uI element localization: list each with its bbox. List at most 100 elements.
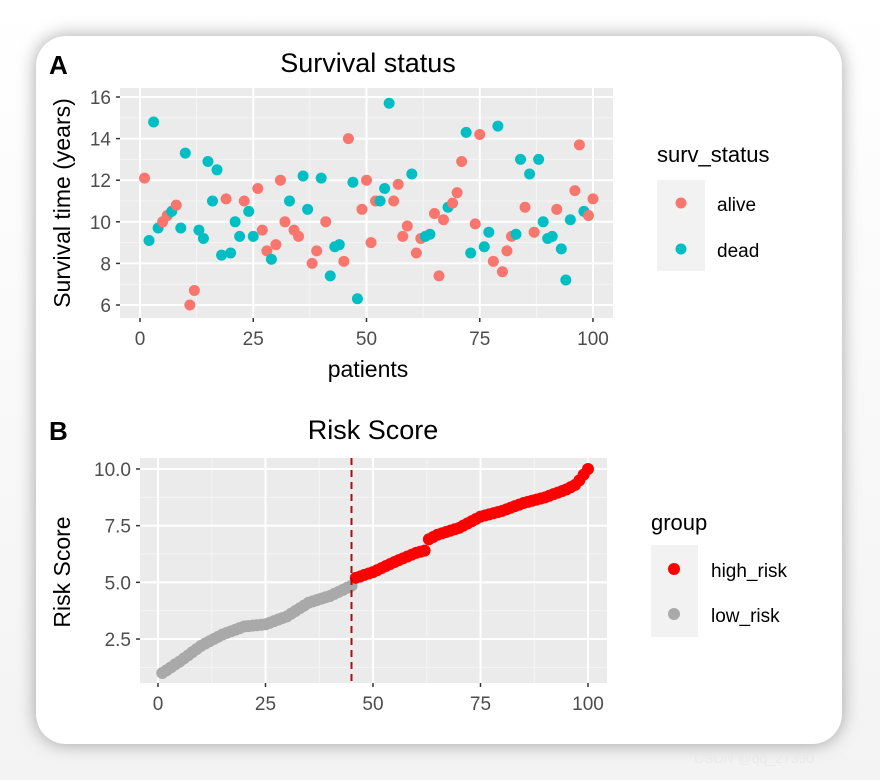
point-dead	[333, 239, 345, 251]
point-dead	[197, 232, 209, 244]
panel-a-xlabel: patients	[328, 356, 409, 382]
legend-key-alive	[675, 197, 687, 209]
point-high-risk	[418, 544, 431, 557]
point-high-risk	[582, 463, 594, 475]
point-alive	[342, 133, 354, 145]
panel-a-points	[139, 97, 599, 311]
point-dead	[225, 247, 237, 259]
point-alive	[388, 195, 400, 207]
point-dead	[465, 247, 477, 259]
point-alive	[401, 220, 413, 232]
legend-b-title: group	[651, 510, 707, 535]
point-dead	[564, 214, 576, 226]
point-alive	[188, 284, 200, 296]
x-tick-label: 100	[572, 694, 604, 715]
x-tick-label: 75	[469, 329, 490, 350]
point-dead	[297, 170, 309, 182]
point-dead	[193, 224, 205, 236]
panel-a-ticks: 0 25 50 75 100 6 8 10 12 14 16	[90, 88, 609, 350]
y-tick-label: 6	[100, 296, 111, 317]
y-tick-label: 14	[90, 130, 112, 151]
point-alive	[573, 139, 585, 151]
point-dead	[265, 253, 277, 265]
point-alive	[501, 245, 513, 257]
point-dead	[347, 176, 359, 188]
point-dead	[406, 168, 418, 180]
x-tick-label: 25	[243, 329, 264, 350]
point-alive	[311, 245, 323, 257]
point-alive	[252, 183, 264, 195]
watermark: CSDN @qq_27390	[694, 750, 815, 766]
panel-a-ylabel: Survival time (years)	[49, 98, 75, 308]
point-alive	[582, 210, 594, 222]
point-dead	[179, 147, 191, 159]
panel-a-label: A	[49, 50, 68, 80]
legend-a-keys	[657, 180, 705, 271]
point-dead	[234, 230, 246, 242]
point-dead	[175, 222, 187, 234]
point-dead	[483, 226, 495, 238]
point-dead	[379, 183, 391, 195]
x-tick-label: 0	[153, 694, 164, 715]
y-tick-label: 7.5	[105, 517, 131, 538]
panel-a-title: Survival status	[280, 48, 456, 78]
point-dead	[424, 228, 436, 240]
y-tick-label: 5.0	[105, 573, 131, 594]
x-tick-label: 100	[577, 329, 609, 350]
panel-b-ticks: 0 25 50 75 100 2.5 5.0 7.5 10.0	[94, 460, 604, 715]
point-alive	[496, 266, 508, 278]
panel-b-title: Risk Score	[308, 415, 439, 445]
point-dead	[211, 164, 223, 176]
panel-b-legend: group high_risk low_risk	[651, 510, 788, 637]
panel-a: A Survival status Survival time (years) …	[49, 48, 770, 382]
panel-b: B Risk Score Risk Score 0 25 50 75 100 2.5 5.0…	[49, 415, 788, 715]
point-dead	[283, 195, 295, 207]
legend-b-keys	[651, 545, 698, 637]
point-alive	[338, 255, 350, 267]
point-dead	[524, 168, 536, 180]
point-dead	[510, 228, 522, 240]
point-dead	[533, 153, 545, 165]
point-alive	[451, 187, 463, 199]
point-alive	[139, 172, 151, 184]
point-dead	[560, 274, 572, 286]
legend-label-alive: alive	[717, 195, 756, 216]
point-dead	[302, 203, 314, 215]
point-dead	[315, 172, 327, 184]
point-alive	[356, 203, 368, 215]
point-alive	[519, 201, 531, 213]
x-tick-label: 50	[362, 694, 383, 715]
y-tick-label: 16	[90, 88, 111, 109]
point-dead	[460, 126, 472, 138]
point-alive	[365, 237, 377, 249]
point-dead	[478, 241, 490, 253]
point-dead	[374, 195, 386, 207]
x-tick-label: 50	[356, 329, 377, 350]
point-alive	[587, 193, 599, 205]
legend-a-title: surv_status	[657, 142, 770, 167]
point-alive	[270, 239, 282, 251]
point-alive	[438, 214, 450, 226]
point-alive	[320, 216, 332, 228]
y-tick-label: 2.5	[105, 630, 131, 651]
panel-a-legend: surv_status alive dead	[657, 142, 770, 271]
point-alive	[487, 255, 499, 267]
x-tick-label: 0	[135, 329, 146, 350]
point-dead	[383, 97, 395, 109]
y-tick-label: 8	[100, 254, 111, 275]
legend-label-dead: dead	[717, 241, 759, 262]
point-alive	[184, 299, 196, 311]
point-dead	[247, 230, 259, 242]
point-alive	[469, 218, 481, 230]
point-dead	[537, 216, 549, 228]
legend-key-dead	[675, 243, 687, 255]
legend-key-high-risk	[668, 563, 680, 575]
point-alive	[220, 193, 232, 205]
panel-a-grid	[120, 88, 613, 318]
point-dead	[243, 205, 255, 217]
point-alive	[279, 216, 291, 228]
point-dead	[546, 230, 558, 242]
legend-label-low-risk: low_risk	[711, 606, 780, 627]
point-alive	[569, 185, 581, 197]
point-dead	[515, 153, 527, 165]
